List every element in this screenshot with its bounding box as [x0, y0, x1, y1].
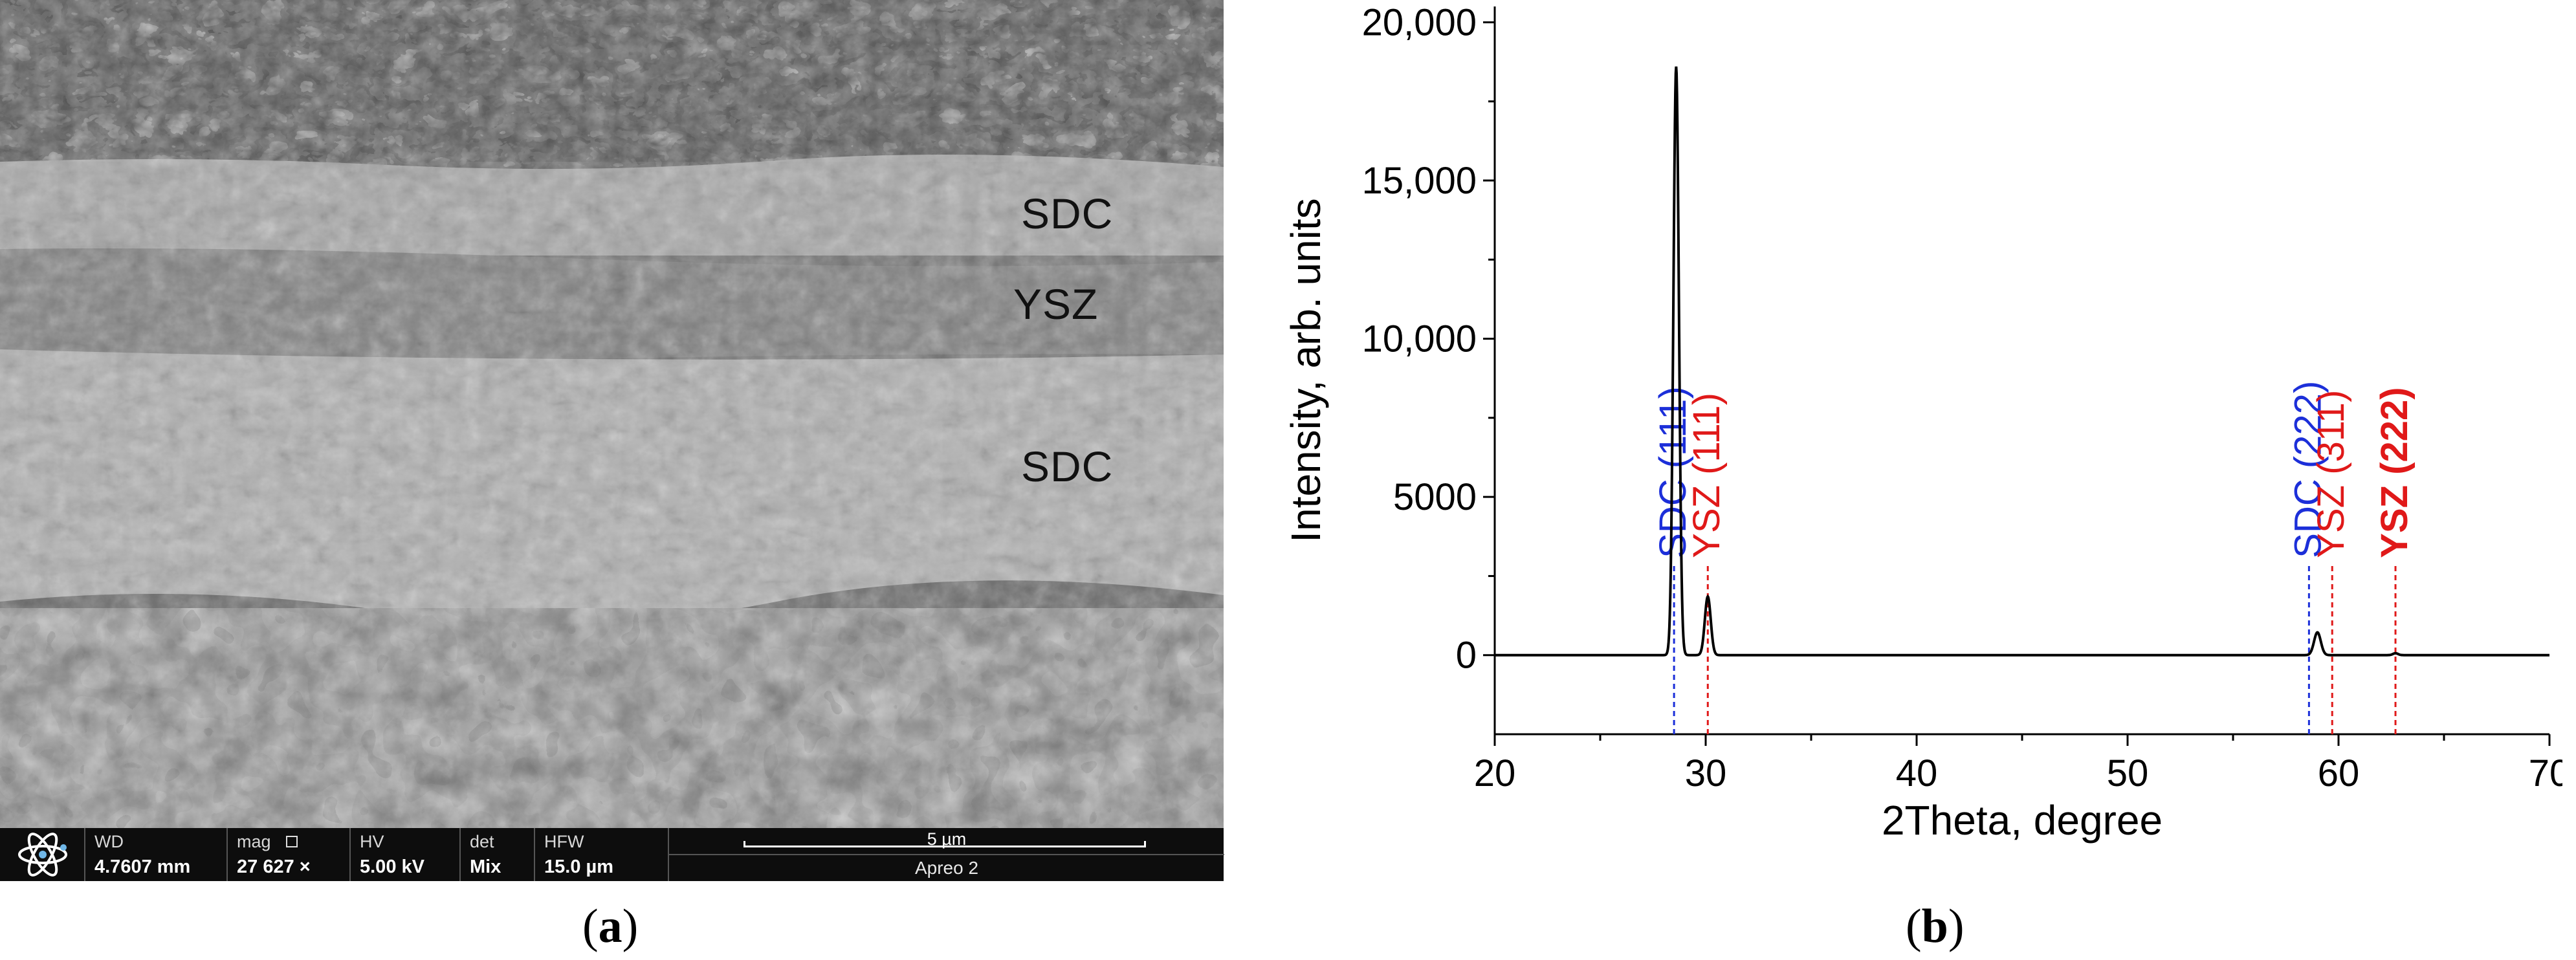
wd-value: 4.7607 mm	[94, 856, 191, 877]
reference-label: SDC (222)	[2287, 381, 2329, 558]
reference-label: YSZ (111)	[1686, 393, 1728, 558]
x-tick-label: 30	[1685, 752, 1727, 794]
reference-label: YSZ (222)	[2373, 387, 2416, 558]
hfw-cell: HFW 15.0 µm	[534, 828, 668, 881]
y-tick-label: 0	[1456, 635, 1477, 677]
wd-key: WD	[94, 832, 124, 851]
hv-cell: HV 5.00 kV	[349, 828, 459, 881]
plot-area: 20 30 40 50 60 70 0 5000 10,000 15,000 20,000 2Thet…	[1282, 1, 2562, 844]
mag-cell: mag 27 627 ×	[226, 828, 349, 881]
det-value: Mix	[470, 856, 501, 877]
panel-letter-b: b	[1921, 900, 1948, 953]
mag-square-icon	[286, 836, 298, 847]
atom-logo-icon	[18, 833, 67, 877]
x-tick-label: 70	[2529, 752, 2562, 794]
panel-letter-a: a	[598, 900, 622, 953]
scale-divider	[669, 854, 1224, 855]
logo-cell	[0, 828, 84, 881]
panel-label-a: (a)	[582, 900, 639, 953]
x-tick-label: 60	[2318, 752, 2360, 794]
sem-micrograph-texture	[0, 0, 1224, 828]
scale-value: 5 µm	[927, 829, 967, 849]
det-cell: det Mix	[459, 828, 534, 881]
scale-cell: 5 µm Apreo 2	[668, 828, 1224, 881]
sem-micrograph: SDC YSZ SDC WD 4.7607 mm mag 27 627 ×	[0, 0, 1224, 881]
xrd-chart: 20 30 40 50 60 70 0 5000 10,000 15,000 20,000 2Thet…	[1282, 1, 2562, 844]
hfw-key: HFW	[544, 832, 584, 851]
hfw-value: 15.0 µm	[544, 856, 613, 877]
y-tick-label: 15,000	[1362, 160, 1477, 202]
mag-value: 27 627 ×	[237, 856, 311, 877]
x-tick-label: 40	[1896, 752, 1938, 794]
layer-label-sdc-top: SDC	[1021, 190, 1114, 237]
panel-label-b: (b)	[1906, 900, 1965, 953]
x-axis-label: 2Theta, degree	[1882, 797, 2163, 844]
scale-bar	[743, 841, 1146, 847]
hv-key: HV	[360, 832, 384, 851]
det-key: det	[470, 832, 494, 851]
sem-databar: WD 4.7607 mm mag 27 627 × HV 5.00 kV det…	[0, 828, 1224, 881]
y-tick-label: 10,000	[1362, 318, 1477, 360]
reference-label: YSZ (311)	[2310, 390, 2352, 558]
x-tick-label: 50	[2107, 752, 2149, 794]
xrd-pattern-line	[1495, 66, 2549, 657]
y-tick-label: 20,000	[1362, 1, 1477, 43]
wd-cell: WD 4.7607 mm	[84, 828, 226, 881]
layer-label-sdc-bottom: SDC	[1021, 442, 1114, 490]
microscope-name: Apreo 2	[914, 858, 979, 878]
y-axis-label: Intensity, arb. units	[1282, 198, 1329, 542]
y-tick-label: 5000	[1393, 476, 1477, 518]
layer-label-ysz: YSZ	[1013, 280, 1099, 328]
x-tick-label: 20	[1474, 752, 1516, 794]
mag-key: mag	[237, 832, 271, 851]
hv-value: 5.00 kV	[360, 856, 424, 877]
